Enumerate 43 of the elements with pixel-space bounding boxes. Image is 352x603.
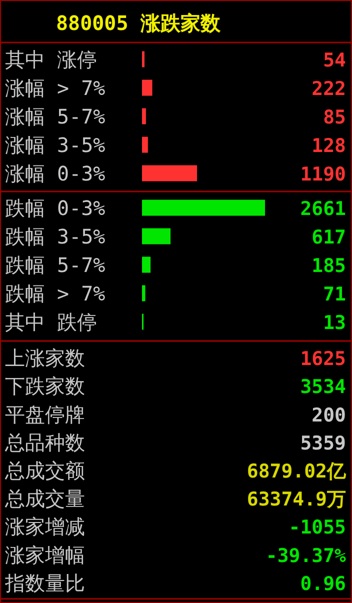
data-label: 5359 [300,432,346,454]
category-label: 涨家增幅 [5,542,85,567]
category-label: 平盘停牌 [5,402,85,426]
bar [142,80,152,96]
data-label: 13 [323,312,346,334]
data-label: 2661 [300,198,346,220]
category-label: 总成交量 [4,486,85,511]
y-tick-label: 其中 跌停 [5,310,98,334]
data-label: 1625 [300,348,346,370]
y-tick-label: 涨幅 5-7% [5,104,106,128]
data-label: 85 [323,106,346,128]
data-label: 3534 [300,376,346,398]
data-label: -39.37% [266,544,347,567]
y-tick-label: 跌幅 > 7% [5,281,106,306]
y-tick-label: 涨幅 3-5% [5,132,106,157]
data-label: 63374.9万 [246,488,346,511]
data-label: 200 [312,404,346,426]
category-label: 下跌家数 [5,374,85,398]
y-tick-label: 其中 涨停 [5,47,98,72]
y-tick-label: 跌幅 3-5% [5,224,106,248]
data-label: 617 [312,226,346,248]
data-label: 128 [312,134,346,157]
bar [142,256,151,273]
bar [142,285,146,302]
data-label: 185 [312,254,346,277]
data-label: 54 [323,49,346,72]
bar [142,108,146,124]
y-tick-label: 涨幅 > 7% [5,76,106,100]
y-tick-label: 跌幅 0-3% [5,196,106,220]
category-label: 涨家增减 [5,514,85,539]
data-label: 222 [312,78,346,100]
category-label: 总成交额 [4,458,85,482]
data-label: 71 [323,283,346,306]
category-label: 上涨家数 [5,346,85,370]
data-label: 6879.02亿 [246,460,347,482]
category-label: 总品种数 [4,430,85,454]
data-label: 1190 [300,163,346,186]
chart-title: 880005 涨跌家数 [56,11,222,35]
data-label: 0.96 [300,572,346,595]
y-tick-label: 涨幅 0-3% [5,161,106,186]
data-label: -1055 [288,516,346,539]
category-label: 指数量比 [4,570,85,595]
y-tick-label: 跌幅 5-7% [5,252,106,277]
